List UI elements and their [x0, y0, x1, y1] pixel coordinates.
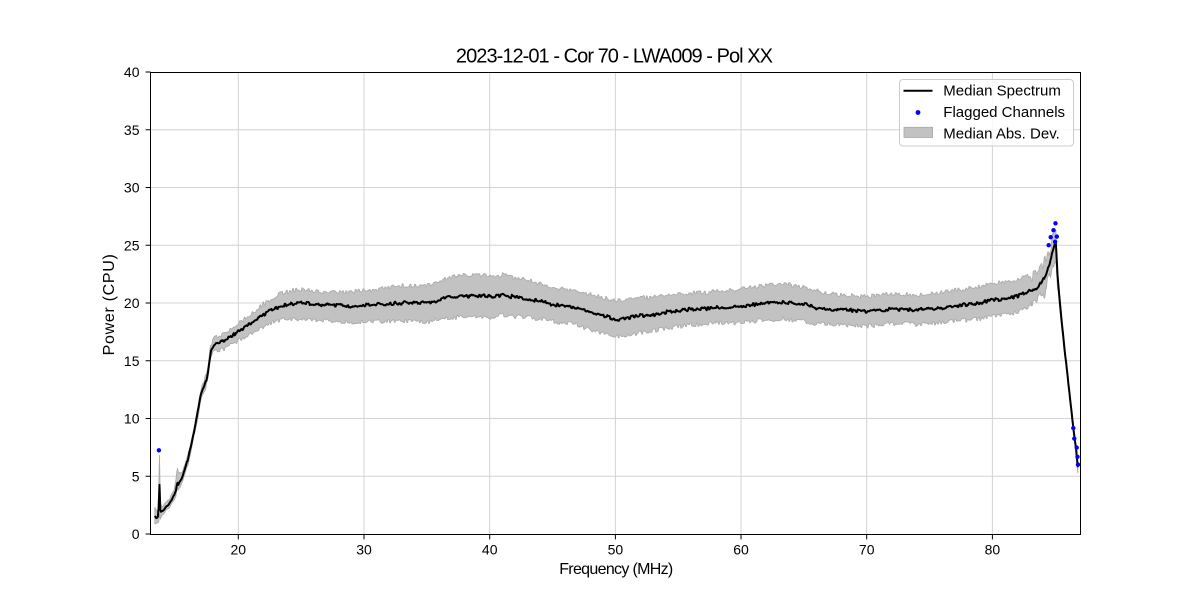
svg-text:10: 10 [124, 411, 140, 427]
svg-text:2023-12-01 - Cor 70 - LWA009 -: 2023-12-01 - Cor 70 - LWA009 - Pol XX [456, 46, 773, 68]
svg-text:30: 30 [356, 541, 372, 557]
svg-text:Median Spectrum: Median Spectrum [943, 82, 1061, 99]
svg-text:30: 30 [124, 180, 140, 196]
svg-text:20: 20 [124, 295, 140, 311]
svg-text:Frequency (MHz): Frequency (MHz) [559, 561, 673, 578]
svg-text:40: 40 [124, 64, 140, 80]
svg-text:50: 50 [608, 541, 624, 557]
svg-text:15: 15 [124, 353, 140, 369]
svg-text:Flagged Channels: Flagged Channels [943, 104, 1065, 121]
svg-text:40: 40 [482, 541, 498, 557]
svg-text:70: 70 [859, 541, 875, 557]
svg-text:35: 35 [124, 122, 140, 138]
svg-text:25: 25 [124, 237, 140, 253]
svg-text:Median Abs. Dev.: Median Abs. Dev. [943, 126, 1059, 143]
svg-text:0: 0 [132, 526, 140, 542]
svg-text:5: 5 [132, 468, 140, 484]
svg-text:80: 80 [985, 541, 1001, 557]
svg-text:20: 20 [231, 541, 247, 557]
svg-text:60: 60 [733, 541, 749, 557]
svg-text:Power (CPU): Power (CPU) [101, 253, 118, 355]
